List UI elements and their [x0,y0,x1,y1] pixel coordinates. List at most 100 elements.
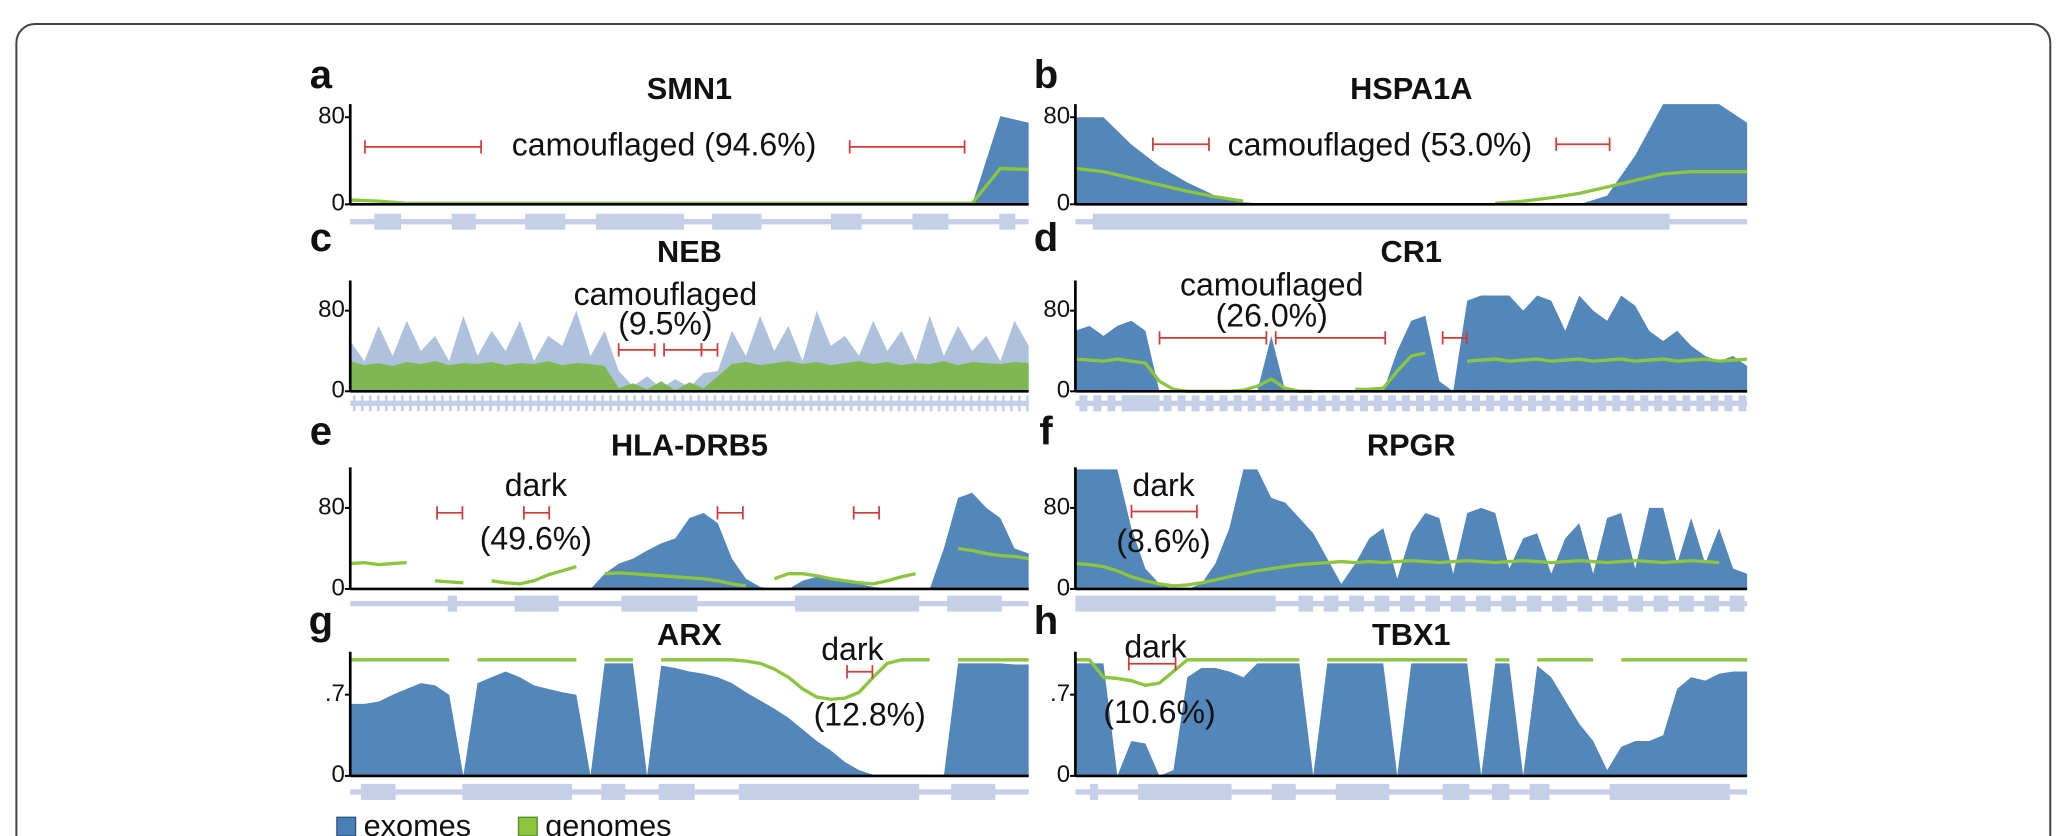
exon [825,395,829,412]
exon [737,395,741,412]
exon [633,395,637,412]
coverage-line [491,565,577,586]
exon [1501,595,1517,612]
y-tick-label: 80 [318,296,345,323]
exon [1626,395,1635,412]
exon [1191,395,1200,412]
exon [873,395,877,412]
exon [621,595,698,612]
exon [1331,395,1340,412]
panel-letter: b [1034,53,1058,97]
exon [1584,395,1593,412]
exon [553,395,556,412]
exon [1442,783,1470,800]
exon [374,213,401,230]
exon [937,395,941,412]
exon [729,395,733,412]
exon [1323,595,1339,612]
exon [1387,395,1396,412]
y-tick-label: 0 [1057,190,1070,217]
exon [1704,595,1720,612]
panel-title: SMN1 [647,71,732,106]
exon [1025,395,1029,412]
coverage-line [957,546,1029,561]
exon [409,395,412,412]
panel-letter: g [309,599,333,643]
exon [1696,395,1705,412]
exon [649,395,653,412]
y-tick-label: .7 [325,680,345,707]
exon [712,213,762,230]
exon [817,395,821,412]
exon [929,395,933,412]
exon [625,395,629,412]
exon [360,783,396,800]
annotation: dark [505,467,568,503]
exon [417,395,420,412]
exon [657,395,661,412]
exon [447,595,458,612]
exon [1122,395,1160,412]
exon [462,783,572,800]
y-tick-label: 0 [1057,574,1070,601]
exon [1271,783,1296,800]
exon [1079,395,1088,412]
y-tick-label: 0 [1057,761,1070,788]
exon [1298,595,1314,612]
exon [561,395,564,412]
exon [1500,395,1509,412]
exon [521,395,524,412]
exon [905,395,909,412]
coverage-line [350,560,407,567]
panel-letter: f [1039,410,1053,454]
exon [658,783,695,800]
exon [1472,395,1481,412]
exon [945,395,949,412]
annotation: (49.6%) [480,520,592,556]
exon [1724,395,1733,412]
coverage-line [434,579,464,585]
exon [897,395,901,412]
exon [433,395,436,412]
exon [1075,595,1276,612]
exon [1570,395,1579,412]
exon [1090,783,1099,800]
exon [1233,395,1242,412]
panel-title: TBX1 [1372,617,1450,652]
exon [1092,213,1670,230]
exon [1476,595,1491,612]
exon [1261,395,1270,412]
coverage-line [773,572,916,586]
exon [1529,783,1550,800]
exon [545,395,548,412]
exon [985,395,989,412]
exon [801,395,805,412]
exon [1373,395,1382,412]
exon [392,395,396,412]
exon [384,395,388,412]
exon [514,595,559,612]
exon [1415,395,1424,412]
annotation: (10.6%) [1103,694,1215,730]
exon [449,395,452,412]
exon [1107,395,1116,412]
exon [881,395,885,412]
exon [785,395,789,412]
exon [697,395,701,412]
exon [1628,595,1643,612]
exon [777,395,781,412]
exon [1654,395,1663,412]
panel-title: NEB [657,234,722,269]
exon [368,395,372,412]
exon [601,783,626,800]
exon [1668,395,1677,412]
exon [1275,395,1284,412]
exon [1399,595,1415,612]
coverage-area [1075,104,1748,205]
exon [953,395,957,412]
panel-title: CR1 [1381,234,1442,269]
annotation: camouflaged (53.0%) [1228,126,1533,162]
exon [1401,395,1410,412]
exon [1514,395,1523,412]
